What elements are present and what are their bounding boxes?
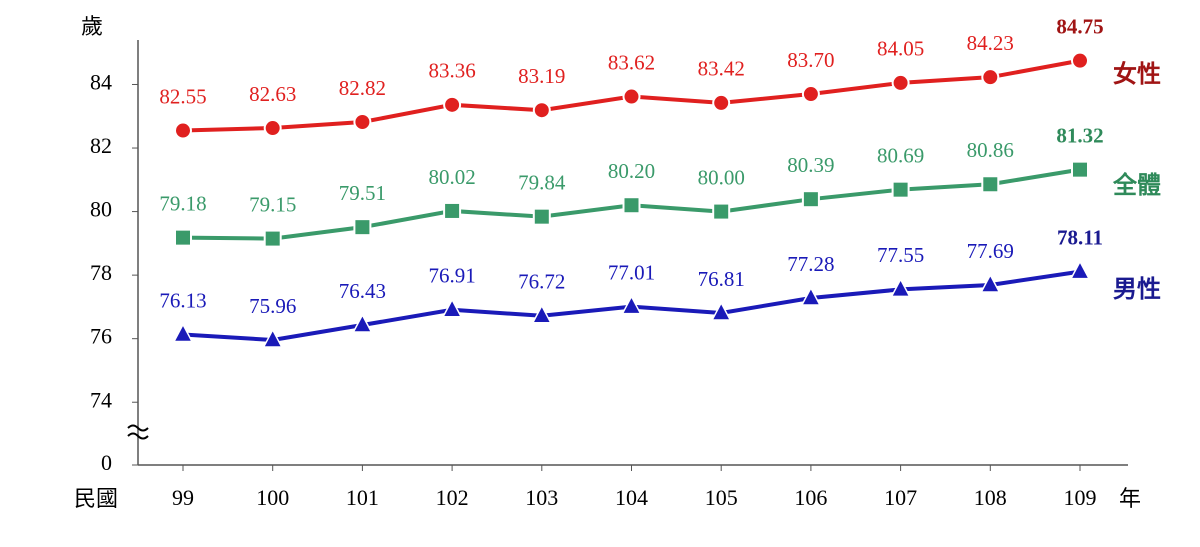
marker: [532, 207, 551, 226]
y-tick-label: 0: [101, 450, 112, 475]
marker: [353, 112, 372, 131]
marker: [441, 298, 463, 318]
marker: [443, 201, 462, 220]
value-label: 82.55: [159, 84, 206, 108]
value-label: 76.81: [698, 267, 745, 291]
value-label: 76.91: [428, 264, 475, 288]
value-label: 84.75: [1056, 14, 1103, 38]
x-tick-label: 109: [1064, 485, 1097, 510]
marker: [532, 101, 551, 120]
x-tick-label: 103: [525, 485, 558, 510]
x-tick-label: 106: [794, 485, 827, 510]
value-label: 80.00: [698, 165, 745, 189]
marker: [1071, 160, 1089, 179]
value-label: 77.01: [608, 260, 655, 284]
y-tick-label: 76: [90, 324, 112, 349]
marker: [172, 322, 194, 343]
x-tick-label: 99: [172, 485, 194, 510]
value-label: 84.05: [877, 37, 924, 61]
value-label: 79.51: [339, 181, 386, 205]
value-label: 81.32: [1056, 123, 1103, 147]
value-label: 83.19: [518, 64, 565, 88]
x-tick-label: 100: [256, 485, 289, 510]
marker: [531, 304, 553, 324]
x-prefix: 民國: [74, 487, 118, 512]
value-label: 83.42: [698, 57, 745, 81]
marker: [174, 228, 192, 247]
value-label: 76.13: [159, 288, 206, 312]
value-label: 82.82: [339, 76, 386, 100]
series-name: 男性: [1113, 275, 1161, 303]
marker: [621, 294, 642, 315]
value-label: 75.96: [249, 294, 296, 318]
series-name: 全體: [1112, 171, 1161, 199]
marker: [890, 277, 911, 298]
marker: [801, 190, 820, 209]
marker: [174, 121, 192, 140]
value-label: 80.20: [608, 159, 655, 183]
value-label: 80.86: [967, 138, 1014, 162]
y-axis-label: 歲: [81, 15, 103, 40]
value-label: 77.55: [877, 243, 924, 267]
value-label: 83.70: [787, 48, 834, 72]
marker: [981, 68, 1000, 87]
marker: [891, 73, 910, 92]
marker: [710, 301, 732, 321]
marker: [1071, 51, 1089, 70]
value-label: 80.39: [787, 153, 834, 177]
marker: [712, 202, 731, 221]
value-label: 77.28: [787, 252, 834, 276]
marker: [443, 95, 462, 114]
value-label: 76.43: [339, 279, 386, 303]
value-label: 79.84: [518, 170, 566, 194]
value-label: 77.69: [967, 239, 1014, 263]
y-tick-label: 84: [90, 70, 112, 95]
marker: [622, 87, 641, 106]
x-tick-label: 104: [615, 485, 648, 510]
x-tick-label: 101: [346, 485, 379, 510]
x-tick-label: 102: [436, 485, 469, 510]
value-label: 82.63: [249, 82, 296, 106]
value-label: 79.18: [159, 191, 206, 215]
y-tick-label: 82: [90, 133, 112, 158]
marker: [981, 175, 1000, 194]
marker: [352, 313, 373, 333]
marker: [263, 119, 282, 138]
marker: [262, 328, 283, 348]
series-name: 女性: [1113, 60, 1161, 88]
marker: [891, 180, 910, 199]
value-label: 83.36: [428, 59, 475, 83]
value-label: 78.11: [1057, 225, 1103, 249]
x-tick-label: 108: [974, 485, 1007, 510]
value-label: 79.15: [249, 192, 296, 216]
value-label: 76.72: [518, 270, 565, 294]
value-label: 84.23: [967, 31, 1014, 55]
marker: [353, 218, 372, 237]
value-label: 83.62: [608, 50, 655, 74]
value-label: 80.69: [877, 143, 924, 167]
x-tick-label: 107: [884, 485, 917, 510]
y-tick-label: 80: [90, 197, 112, 222]
axis-break: [127, 424, 149, 440]
marker: [800, 286, 822, 306]
marker: [801, 85, 820, 104]
value-label: 80.02: [428, 165, 475, 189]
marker: [980, 273, 1001, 293]
marker: [1069, 260, 1091, 280]
y-tick-label: 78: [90, 260, 112, 285]
marker: [622, 196, 641, 215]
x-suffix: 年: [1119, 487, 1141, 512]
y-tick-label: 74: [90, 387, 112, 412]
marker: [263, 229, 282, 248]
x-tick-label: 105: [705, 485, 738, 510]
marker: [712, 93, 731, 112]
